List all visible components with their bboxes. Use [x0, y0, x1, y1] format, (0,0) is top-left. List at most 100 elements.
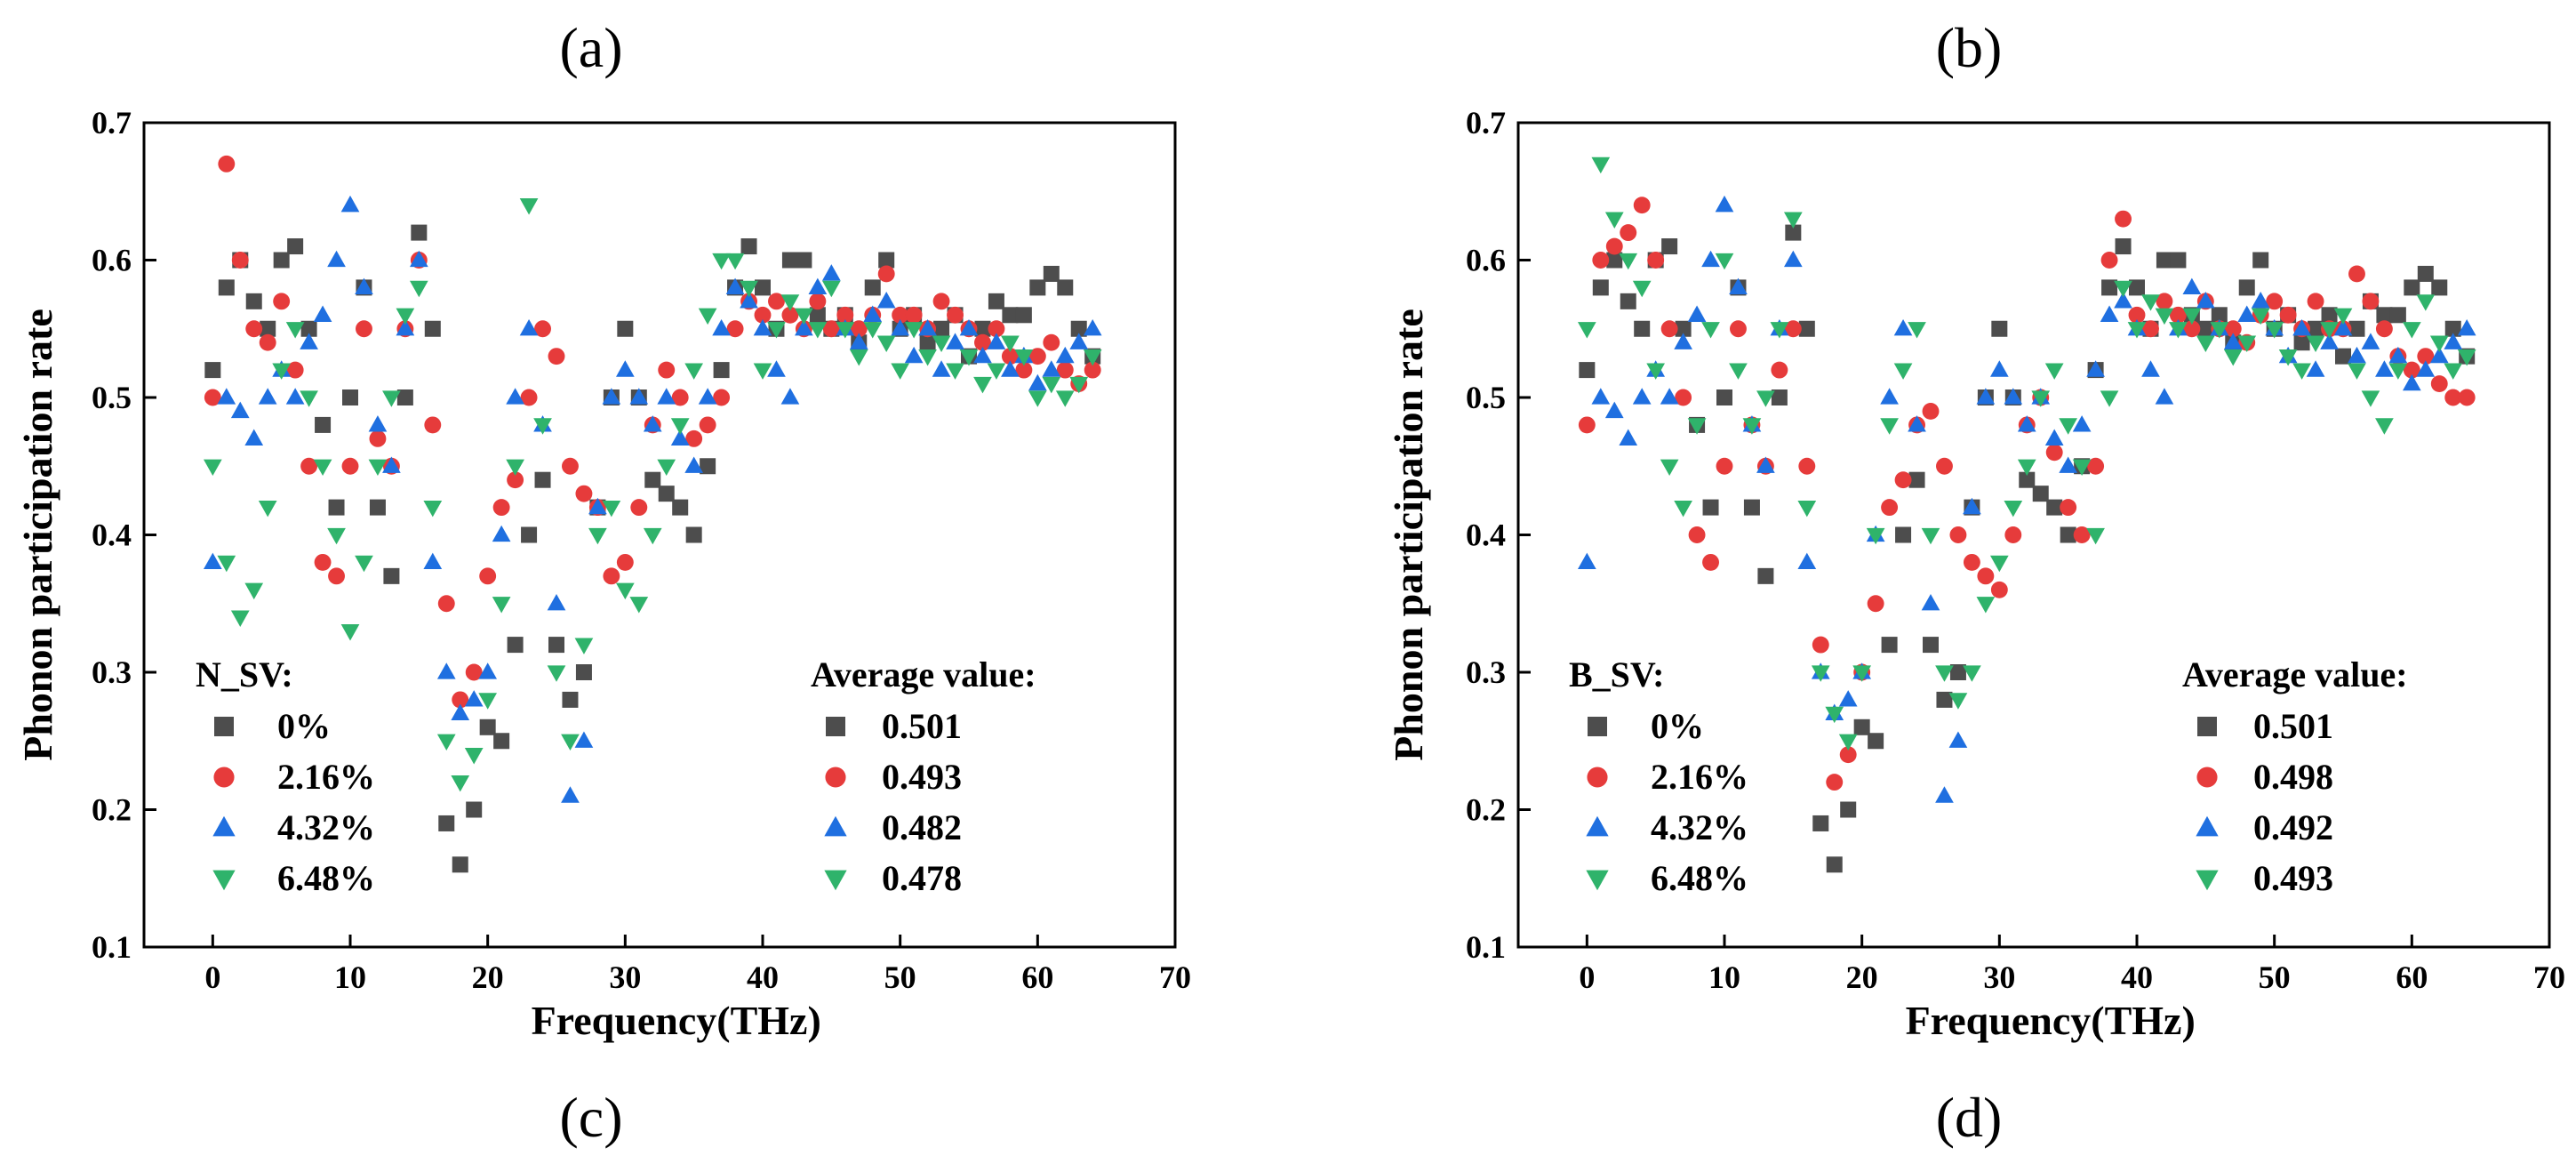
left-data-point [740, 292, 758, 309]
right-x-axis-title: Frequency(THz) [1906, 998, 2196, 1043]
left-data-point [315, 416, 332, 433]
right-data-point [2238, 279, 2255, 296]
right-data-point [1591, 388, 1611, 405]
left-data-point [809, 293, 827, 310]
left-data-point [561, 786, 580, 803]
right-data-point [2404, 279, 2420, 296]
right-data-point [2429, 346, 2449, 364]
left-data-point [947, 306, 964, 324]
right-data-point [2072, 415, 2092, 432]
right-data-point [2128, 306, 2146, 324]
left-legend-label: 2.16% [277, 757, 375, 797]
left-data-point [1057, 279, 1074, 296]
right-data-point [1880, 388, 1899, 405]
left-x-tick-label: 40 [747, 959, 779, 995]
right-data-point [2032, 486, 2049, 502]
left-data-point [740, 280, 758, 298]
right-average-marker [2197, 717, 2217, 736]
left-data-point [836, 306, 854, 324]
right-data-point [1908, 322, 1926, 339]
right-data-point [2335, 348, 2351, 365]
right-data-point [1989, 555, 2009, 573]
left-data-point [1056, 361, 1074, 379]
left-data-point [1069, 333, 1089, 349]
left-data-point [615, 582, 635, 600]
right-data-point [1840, 801, 1857, 818]
left-data-point [974, 333, 991, 351]
panel-letter-c: (c) [559, 1086, 622, 1149]
left-data-point [1043, 333, 1060, 351]
right-scatter-chart: 0 10 20 30 40 50 60 70 0.1 0.2 0.3 0.4 0.5 0.6 0.7 Freq… [1386, 105, 2565, 1043]
right-data-point [1976, 597, 1996, 614]
left-data-point [876, 335, 896, 352]
left-data-point [341, 457, 359, 475]
left-data-point [974, 320, 991, 337]
right-data-point [1798, 457, 1816, 475]
left-data-point [725, 277, 745, 295]
right-data-point [2429, 335, 2449, 352]
left-data-point [272, 363, 292, 380]
left-data-point [753, 318, 772, 336]
right-average-marker [2196, 767, 2218, 788]
right-data-point [2237, 305, 2257, 322]
right-data-point [2141, 360, 2160, 377]
left-data-point [314, 553, 332, 571]
left-data-point [755, 279, 771, 296]
right-data-point [1633, 197, 1651, 214]
right-data-point [2169, 322, 2188, 339]
right-data-point [2086, 360, 2105, 377]
left-data-point [547, 665, 566, 682]
left-data-point [285, 388, 305, 405]
left-data-point [300, 320, 317, 337]
right-data-point [2197, 320, 2214, 337]
left-data-point [1001, 360, 1020, 377]
left-data-point [918, 349, 937, 366]
right-data-point [2141, 294, 2160, 311]
right-y-tick-label: 0.6 [1466, 243, 1506, 278]
left-data-point [1042, 360, 1061, 377]
right-data-point [1675, 389, 1692, 406]
right-data-point [1729, 277, 1748, 295]
left-data-point [643, 415, 662, 432]
left-data-point [437, 595, 455, 613]
left-legend-label: 6.48% [277, 858, 375, 898]
right-data-point [2059, 456, 2078, 473]
right-data-point [2306, 360, 2325, 377]
right-x-tick-label: 30 [1983, 959, 2015, 995]
right-data-point [2101, 279, 2118, 296]
left-data-point [644, 471, 661, 488]
right-data-point [2361, 333, 2380, 349]
left-data-point [878, 252, 895, 269]
right-data-point [1715, 195, 1734, 213]
right-data-point [1674, 333, 1692, 349]
right-data-point [1577, 322, 1596, 339]
right-average-value: 0.501 [2253, 706, 2333, 746]
left-data-point [533, 418, 552, 435]
left-data-point [534, 471, 551, 488]
right-data-point [2224, 320, 2242, 338]
left-data-point [355, 555, 373, 573]
left-data-point [574, 638, 594, 654]
left-data-point [273, 252, 290, 269]
left-data-point [630, 499, 648, 517]
left-data-point [740, 238, 757, 255]
left-data-point [258, 388, 277, 405]
right-y-tick-label: 0.7 [1466, 105, 1506, 140]
right-legend-marker [1588, 717, 1607, 736]
right-data-point [1619, 253, 1638, 270]
right-data-point [1660, 388, 1679, 405]
right-data-point [2155, 388, 2174, 405]
right-data-point [1881, 499, 1899, 517]
left-scatter-chart: 0 10 20 30 40 50 60 70 0.1 0.2 0.3 0.4 0.5 0.6 0.7 Freq… [15, 105, 1191, 1043]
right-data-point [1949, 664, 1966, 680]
right-data-point [1716, 457, 1733, 475]
left-data-point [877, 265, 895, 283]
left-data-point [355, 277, 373, 295]
right-data-point [2348, 265, 2365, 283]
right-data-point [1604, 401, 1624, 419]
right-data-point [2362, 293, 2380, 310]
right-data-point [1826, 856, 1843, 873]
left-data-point [780, 388, 800, 405]
right-x-tick-label: 10 [1708, 959, 1740, 995]
right-average-title: Average value: [2182, 654, 2408, 694]
